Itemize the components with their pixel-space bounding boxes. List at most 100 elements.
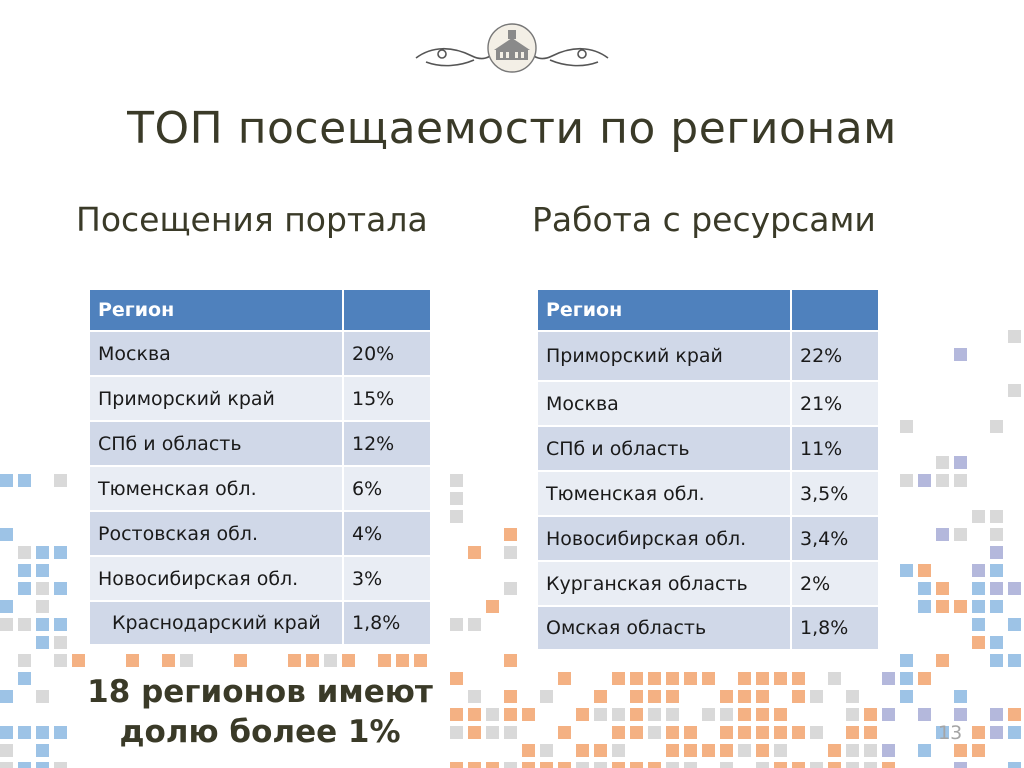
decorative-square [0, 762, 13, 768]
table-row: Москва 21% [536, 380, 880, 427]
decorative-square [666, 762, 679, 768]
note-line: 18 регионов имеют [87, 674, 433, 710]
decorative-square [576, 744, 589, 757]
decorative-square [54, 618, 67, 631]
decorative-square [684, 744, 697, 757]
decorative-square [594, 708, 607, 721]
decorative-square [18, 474, 31, 487]
decorative-square [576, 762, 589, 768]
decorative-square [972, 600, 985, 613]
share-cell: 4% [342, 510, 432, 557]
decorative-square [54, 474, 67, 487]
decorative-square [612, 726, 625, 739]
decorative-square [756, 762, 769, 768]
decorative-square [702, 708, 715, 721]
decorative-square [450, 474, 463, 487]
decorative-square [522, 762, 535, 768]
decorative-square [504, 762, 517, 768]
table-row: СПб и область 12% [88, 420, 432, 467]
decorative-square [648, 672, 661, 685]
decorative-square [666, 690, 679, 703]
decorative-square [756, 690, 769, 703]
decorative-square [648, 762, 661, 768]
decorative-square [540, 762, 553, 768]
decorative-square [864, 726, 877, 739]
decorative-square [990, 420, 1003, 433]
decorative-square [504, 528, 517, 541]
decorative-square [450, 762, 463, 768]
decorative-square [486, 708, 499, 721]
table-row: Новосибирская обл. 3,4% [536, 515, 880, 562]
decorative-square [738, 690, 751, 703]
decorative-square [1008, 582, 1021, 595]
decorative-square [810, 762, 823, 768]
share-cell: 21% [790, 380, 880, 427]
decorative-square [900, 654, 913, 667]
decorative-square [36, 762, 49, 768]
decorative-square [558, 672, 571, 685]
share-cell: 1,8% [342, 600, 432, 646]
decorative-square [36, 690, 49, 703]
decorative-square [18, 762, 31, 768]
decorative-square [900, 672, 913, 685]
decorative-square [936, 654, 949, 667]
table-row: Тюменская обл. 6% [88, 465, 432, 512]
decorative-square [720, 762, 733, 768]
decorative-square [162, 654, 175, 667]
decorative-square [1008, 762, 1021, 768]
decorative-square [666, 708, 679, 721]
decorative-square [558, 762, 571, 768]
decorative-square [450, 708, 463, 721]
decorative-square [450, 672, 463, 685]
region-cell: Приморский край [536, 330, 792, 382]
decorative-square [864, 744, 877, 757]
decorative-square [972, 744, 985, 757]
decorative-square [540, 744, 553, 757]
region-cell: Новосибирская обл. [536, 515, 792, 562]
decorative-square [36, 546, 49, 559]
decorative-square [0, 744, 13, 757]
regions-share-note: 18 регионов имеют долю более 1% [60, 672, 460, 752]
page-number: 13 [938, 722, 963, 744]
decorative-square [972, 582, 985, 595]
decorative-square [342, 654, 355, 667]
decorative-square [1008, 708, 1021, 721]
table-row: Ростовская обл. 4% [88, 510, 432, 557]
decorative-square [576, 708, 589, 721]
decorative-square [468, 690, 481, 703]
decorative-square [882, 672, 895, 685]
decorative-square [954, 474, 967, 487]
decorative-square [882, 762, 895, 768]
decorative-square [720, 690, 733, 703]
decorative-square [666, 744, 679, 757]
share-cell: 11% [790, 425, 880, 472]
decorative-square [846, 744, 859, 757]
decorative-square [594, 744, 607, 757]
decorative-square [594, 690, 607, 703]
decorative-square [792, 690, 805, 703]
resource-work-table: Регион Приморский край 22% Москва 21% СП… [536, 288, 880, 651]
share-cell: 1,8% [790, 605, 880, 651]
region-cell: Омская область [536, 605, 792, 651]
share-cell: 3,5% [790, 470, 880, 517]
decorative-square [450, 618, 463, 631]
table-header-row: Регион [88, 288, 432, 332]
ornament-logo-icon [415, 23, 609, 73]
decorative-square [954, 744, 967, 757]
decorative-square [936, 456, 949, 469]
decorative-square [504, 582, 517, 595]
decorative-square [450, 510, 463, 523]
decorative-square [738, 708, 751, 721]
decorative-square [990, 582, 1003, 595]
decorative-square [702, 744, 715, 757]
decorative-square [378, 654, 391, 667]
subtitle-resource-work: Работа с ресурсами [532, 200, 876, 239]
decorative-square [0, 618, 13, 631]
decorative-square [612, 762, 625, 768]
decorative-square [774, 762, 787, 768]
share-cell: 2% [790, 560, 880, 607]
decorative-square [846, 690, 859, 703]
decorative-square [684, 762, 697, 768]
decorative-square [36, 582, 49, 595]
